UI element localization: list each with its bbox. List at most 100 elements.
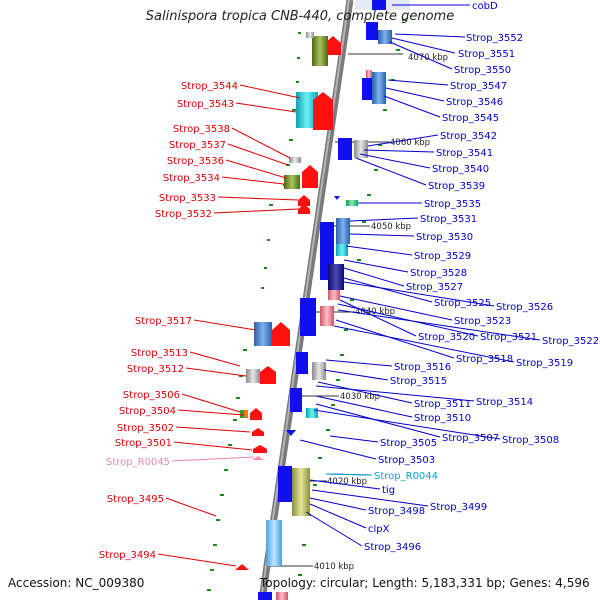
gene-label: Strop_3506 — [123, 390, 180, 401]
gene-block — [354, 140, 368, 158]
gene-label: Strop_3511 — [414, 399, 471, 410]
gene-label: Strop_3519 — [516, 358, 573, 369]
gene-label: Strop_R0045 — [106, 457, 170, 468]
gene-arrow — [298, 204, 310, 214]
gene-arrow — [252, 456, 264, 460]
gene-block — [312, 36, 328, 66]
gene-block — [246, 369, 260, 383]
tick-label: 4060 kbp — [390, 138, 430, 148]
gene-block — [296, 92, 318, 128]
gene-block — [240, 410, 244, 418]
gene-block — [362, 78, 372, 100]
gene-label: Strop_3494 — [99, 550, 156, 561]
topology-text: Topology: circular; Length: 5,183,331 bp… — [260, 576, 590, 590]
gene-label: tig — [382, 485, 395, 496]
gene-arrow — [298, 195, 310, 206]
gene-block — [266, 520, 282, 566]
gene-arrow — [272, 322, 290, 346]
gene-block — [312, 362, 326, 380]
gene-label: Strop_3551 — [458, 49, 515, 60]
gene-block — [306, 408, 318, 418]
gene-label: Strop_3547 — [450, 81, 507, 92]
gene-label: Strop_3504 — [119, 406, 176, 417]
rna-leader — [325, 473, 373, 476]
gene-label: Strop_3529 — [414, 251, 471, 262]
gene-label: Strop_3515 — [390, 376, 447, 387]
gene-label: Strop_3501 — [115, 438, 172, 449]
gene-label: Strop_3512 — [127, 364, 184, 375]
gene-label: Strop_3541 — [436, 148, 493, 159]
gene-block — [300, 298, 316, 336]
gene-label: Strop_3508 — [502, 435, 559, 446]
gene-arrow — [334, 196, 340, 200]
gene-label: Strop_3542 — [440, 131, 497, 142]
gene-label: Strop_3505 — [380, 438, 437, 449]
gene-label: Strop_3528 — [410, 268, 467, 279]
green-track-left — [207, 32, 301, 591]
gene-label: Strop_3530 — [416, 232, 473, 243]
gene-label: Strop_3525 — [434, 298, 491, 309]
gene-label: Strop_3545 — [442, 113, 499, 124]
gene-arrow — [253, 445, 267, 453]
tick-label: 4010 kbp — [314, 562, 354, 572]
gene-label: Strop_3532 — [155, 209, 212, 220]
gene-block — [290, 388, 302, 412]
gene-arrow — [286, 430, 296, 436]
gene-label: Strop_3539 — [428, 181, 485, 192]
gene-block — [328, 290, 340, 300]
gene-label: Strop_3510 — [414, 413, 471, 424]
gene-label: Strop_3520 — [418, 332, 475, 343]
gene-arrow — [260, 366, 276, 384]
gene-label: Strop_3536 — [167, 156, 224, 167]
reverse-genes — [258, 0, 392, 600]
gene-block — [320, 306, 334, 326]
gene-label: Strop_3544 — [181, 81, 238, 92]
gene-label: Strop_3516 — [394, 362, 451, 373]
gene-block — [338, 138, 352, 160]
gene-label: Strop_3540 — [432, 164, 489, 175]
gene-label: Strop_3503 — [378, 455, 435, 466]
gene-arrow — [252, 428, 264, 436]
gene-label: clpX — [368, 524, 390, 535]
tick-label: 4050 kbp — [371, 222, 411, 232]
gene-block — [336, 218, 350, 244]
gene-label: Strop_3518 — [456, 354, 513, 365]
gene-block — [254, 322, 272, 346]
gene-arrow — [325, 36, 341, 55]
gene-label: Strop_3538 — [173, 124, 230, 135]
gene-block — [276, 592, 288, 600]
gene-label: Strop_3534 — [163, 173, 220, 184]
tick-label: 4020 kbp — [327, 477, 367, 487]
gene-block — [292, 468, 310, 516]
gene-block — [372, 0, 386, 10]
gene-block — [296, 352, 308, 374]
gene-block — [258, 592, 272, 600]
gene-label: Strop_3527 — [406, 282, 463, 293]
gene-block — [328, 264, 344, 290]
gene-label: Strop_3535 — [424, 199, 481, 210]
gene-label: Strop_3499 — [430, 502, 487, 513]
gene-label: Strop_3543 — [177, 99, 234, 110]
gene-block — [289, 157, 301, 163]
gene-block — [278, 466, 292, 502]
gene-label: Strop_3498 — [368, 506, 425, 517]
tick-label: 4070 kbp — [408, 53, 448, 63]
gene-label: Strop_3550 — [454, 65, 511, 76]
gene-block — [336, 244, 348, 256]
gene-label: Strop_3514 — [476, 397, 533, 408]
gene-arrow — [250, 408, 262, 420]
gene-label: Strop_R0044 — [374, 471, 438, 482]
green-track-right — [298, 19, 406, 576]
gene-label: cobD — [472, 1, 498, 12]
gene-block — [366, 70, 372, 78]
gene-label: Strop_3496 — [364, 542, 421, 553]
gene-arrow — [302, 165, 318, 188]
right-labels: cobD Strop_3552 Strop_3551 Strop_3550 St… — [364, 1, 599, 553]
gene-label: Strop_3523 — [454, 316, 511, 327]
gene-arrow — [313, 92, 333, 130]
gene-block — [346, 200, 358, 206]
gene-block — [284, 175, 300, 189]
gene-label: Strop_3522 — [542, 336, 599, 347]
left-labels: Strop_3544 Strop_3543 Strop_3538 Strop_3… — [99, 81, 238, 561]
